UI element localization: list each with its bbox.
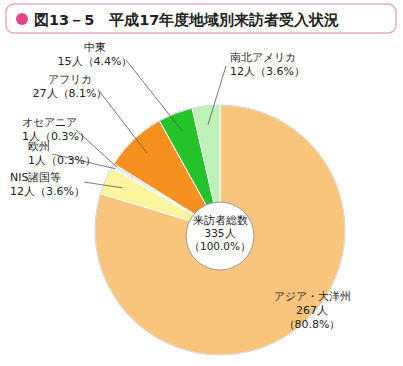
value-label: 12人 [10, 185, 35, 198]
chart: 図13－5 平成17年度地域別来訪者受入状況アジア・大洋州267人（80.8%）… [0, 0, 403, 366]
total-label: 335人 [204, 227, 235, 239]
title-bullet [16, 13, 28, 25]
slice-label: オセアニア1人（0.3%） [22, 116, 90, 143]
percent-label: （3.6%） [255, 65, 305, 78]
slice-label: 欧州1人（0.3%） [28, 140, 96, 167]
total-percent-label: （100.0%） [189, 240, 251, 252]
slice-label: アジア・大洋州267人（80.8%） [274, 290, 351, 331]
slice-label: アフリカ27人（8.1%） [33, 73, 108, 100]
slice-label: NIS諸国等12人（3.6%） [10, 171, 85, 198]
percent-label: （8.1%） [58, 87, 108, 100]
center-circle [186, 202, 254, 270]
category-label: オセアニア [22, 116, 77, 129]
value-label: 27人 [33, 87, 58, 100]
category-label: NIS諸国等 [10, 171, 61, 184]
value-label: 1人 [28, 154, 46, 167]
value-label: 12人 [230, 65, 255, 78]
title: 図13－5 平成17年度地域別来訪者受入状況 [34, 11, 339, 28]
leader-line [84, 182, 122, 188]
center-label: 来訪者総数 [193, 214, 248, 226]
leader-line [208, 66, 226, 124]
center-text: 来訪者総数335人（100.0%） [189, 214, 251, 252]
value-label: 1人 [22, 130, 40, 143]
value-label: 15人 [58, 55, 83, 68]
slice-label: 南北アメリカ12人（3.6%） [230, 51, 305, 78]
percent-label: （4.4%） [83, 55, 133, 68]
percent-label: （80.8%） [284, 318, 341, 331]
value-label: 267人 [296, 304, 328, 317]
leader-line [126, 60, 182, 131]
pie-outline [95, 105, 345, 355]
category-label: 中東 [84, 41, 106, 54]
labels: アジア・大洋州267人（80.8%）NIS諸国等12人（3.6%）欧州1人（0.… [10, 41, 351, 331]
percent-label: （0.3%） [46, 154, 96, 167]
category-label: アフリカ [48, 73, 92, 86]
title-box [6, 4, 396, 33]
slice-label: 中東15人（4.4%） [58, 41, 133, 68]
category-label: アジア・大洋州 [274, 290, 351, 303]
percent-label: （0.3%） [40, 130, 90, 143]
leader-line [100, 92, 147, 153]
slices [95, 105, 345, 355]
percent-label: （3.6%） [35, 185, 85, 198]
category-label: 南北アメリカ [230, 51, 296, 64]
slice [95, 105, 345, 355]
